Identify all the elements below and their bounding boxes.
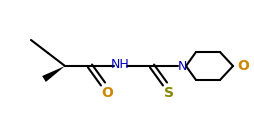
- Text: N: N: [177, 60, 186, 72]
- Text: O: O: [101, 86, 113, 100]
- Polygon shape: [42, 66, 65, 82]
- Text: S: S: [163, 86, 173, 100]
- Text: NH: NH: [110, 58, 129, 72]
- Text: O: O: [236, 59, 248, 73]
